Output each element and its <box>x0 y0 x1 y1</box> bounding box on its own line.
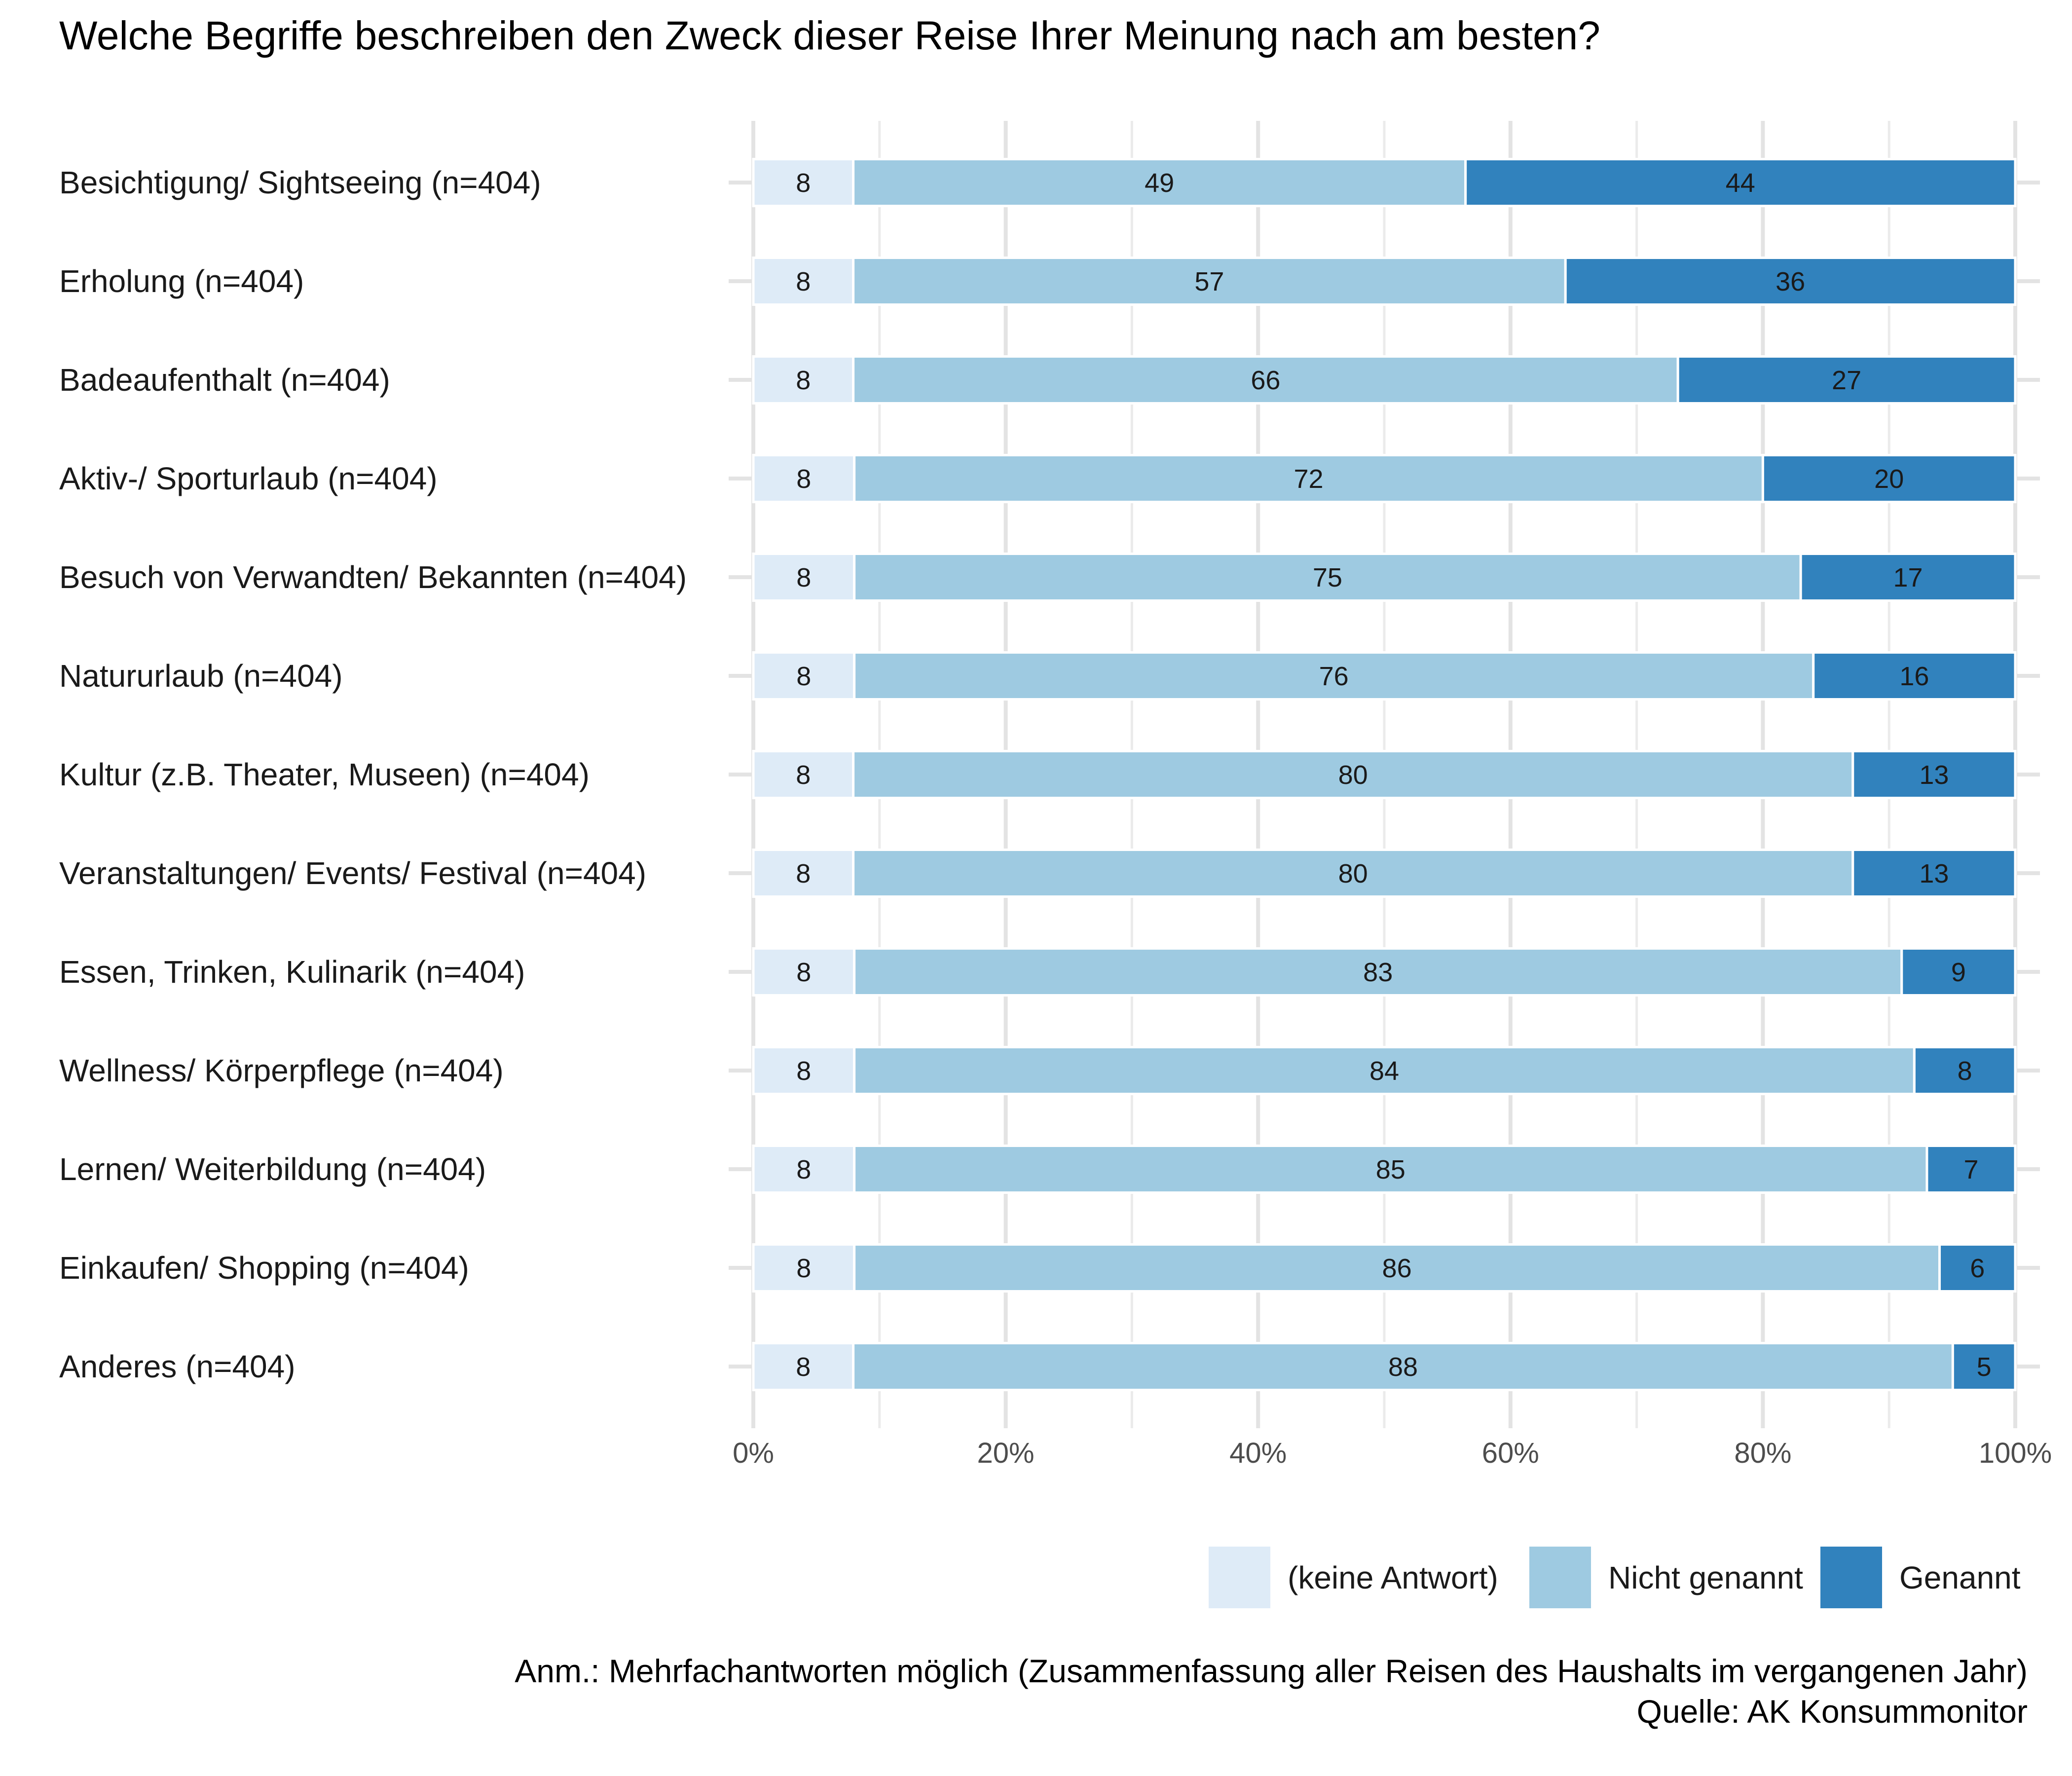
legend-label: (keine Antwort) <box>1288 1560 1498 1595</box>
category-label: Veranstaltungen/ Events/ Festival (n=404… <box>59 855 646 891</box>
category-labels: Besichtigung/ Sightseeing (n=404) Erholun… <box>59 165 687 1384</box>
bar-value-label: 83 <box>1363 958 1393 987</box>
bar-value-label: 8 <box>1958 1056 1972 1086</box>
bar-value-label: 57 <box>1194 267 1224 296</box>
bar-segment <box>853 947 1903 997</box>
bar-segment <box>752 454 856 503</box>
category-label: Anderes (n=404) <box>59 1349 296 1384</box>
bar-segment <box>752 1243 856 1293</box>
bar-segment <box>1564 257 2017 306</box>
category-label: Essen, Trinken, Kulinarik (n=404) <box>59 954 525 990</box>
x-tick-label: 20% <box>977 1437 1035 1469</box>
bar-segment <box>1851 750 2017 799</box>
bar-value-label: 49 <box>1145 168 1174 198</box>
bar-value-label: 84 <box>1369 1056 1399 1086</box>
bars-group: 8 49 448 57 368 66 278 72 208 75 178 76 168 80 138 80 13… <box>752 158 2017 1391</box>
legend-label: Genannt <box>1899 1560 2021 1595</box>
bar-value-label: 8 <box>796 1254 811 1283</box>
bar-value-label: 86 <box>1382 1254 1412 1283</box>
bar-segment <box>1676 355 2017 405</box>
note-text: Anm.: Mehrfachantworten möglich (Zusamme… <box>515 1653 2028 1689</box>
bar-segment <box>752 257 855 306</box>
source-text: Quelle: AK Konsummonitor <box>1637 1693 2028 1730</box>
bar-value-label: 8 <box>796 563 811 592</box>
legend-swatch <box>1820 1547 1882 1608</box>
bar-segment <box>852 257 1567 306</box>
x-axis-ticks: 0% 20% 40% 60% 80% 100% <box>733 1437 2052 1469</box>
x-tick-label: 0% <box>733 1437 774 1469</box>
bar-segment <box>1464 158 2017 207</box>
bar-segment <box>853 553 1802 602</box>
x-tick-label: 100% <box>1979 1437 2052 1469</box>
bar-segment <box>752 1342 855 1391</box>
bar-value-label: 8 <box>796 662 811 691</box>
legend-swatch <box>1209 1547 1270 1608</box>
legend-label: Nicht genannt <box>1608 1560 1803 1595</box>
bar-value-label: 27 <box>1832 366 1861 395</box>
bar-segment <box>752 750 855 799</box>
bar-value-label: 13 <box>1919 859 1949 888</box>
x-tick-label: 80% <box>1734 1437 1791 1469</box>
bar-value-label: 72 <box>1294 464 1323 494</box>
category-label: Erholung (n=404) <box>59 263 304 299</box>
bar-value-label: 36 <box>1776 267 1805 296</box>
bar-value-label: 8 <box>796 366 811 395</box>
bar-segment <box>852 355 1679 405</box>
bar-value-label: 8 <box>796 464 811 494</box>
bar-segment <box>852 750 1854 799</box>
x-tick-label: 40% <box>1229 1437 1287 1469</box>
legend: (keine Antwort) Nicht genannt Genannt <box>1209 1547 2021 1608</box>
legend-swatch <box>1529 1547 1591 1608</box>
bar-value-label: 75 <box>1313 563 1342 592</box>
bar-value-label: 8 <box>796 267 811 296</box>
category-label: Besuch von Verwandten/ Bekannten (n=404) <box>59 559 687 595</box>
bar-value-label: 66 <box>1251 366 1280 395</box>
bar-segment <box>1913 1046 2017 1095</box>
bar-value-label: 80 <box>1338 859 1368 888</box>
bar-segment <box>1900 947 2017 997</box>
bar-segment <box>853 1145 1928 1194</box>
bar-value-label: 9 <box>1951 958 1966 987</box>
category-label: Aktiv-/ Sporturlaub (n=404) <box>59 461 438 496</box>
category-label: Besichtigung/ Sightseeing (n=404) <box>59 165 541 200</box>
category-label: Lernen/ Weiterbildung (n=404) <box>59 1151 486 1187</box>
bar-value-label: 8 <box>796 1155 811 1184</box>
bar-value-label: 5 <box>1977 1352 1992 1382</box>
category-label: Wellness/ Körperpflege (n=404) <box>59 1053 504 1088</box>
category-label: Badeaufenthalt (n=404) <box>59 362 390 398</box>
bar-segment <box>852 849 1854 898</box>
bar-segment <box>1851 849 2017 898</box>
bar-value-label: 6 <box>1970 1254 1985 1283</box>
bar-segment <box>752 947 856 997</box>
bar-value-label: 8 <box>796 958 811 987</box>
x-tick-label: 60% <box>1482 1437 1539 1469</box>
bar-value-label: 88 <box>1388 1352 1418 1382</box>
bar-value-label: 7 <box>1963 1155 1978 1184</box>
bar-value-label: 13 <box>1919 760 1949 790</box>
bar-value-label: 85 <box>1376 1155 1406 1184</box>
bar-segment <box>1761 454 2017 503</box>
bar-value-label: 16 <box>1899 662 1929 691</box>
bar-value-label: 76 <box>1319 662 1349 691</box>
bar-value-label: 8 <box>796 760 811 790</box>
bar-segment <box>1799 553 2017 602</box>
bar-value-label: 8 <box>796 859 811 888</box>
bar-value-label: 8 <box>796 168 811 198</box>
bar-value-label: 8 <box>796 1056 811 1086</box>
bar-value-label: 44 <box>1726 168 1755 198</box>
category-label: Natururlaub (n=404) <box>59 658 343 694</box>
category-label: Kultur (z.B. Theater, Museen) (n=404) <box>59 757 590 792</box>
bar-value-label: 17 <box>1893 563 1923 592</box>
bar-value-label: 20 <box>1874 464 1904 494</box>
bar-segment <box>853 454 1764 503</box>
bar-segment <box>1925 1145 2017 1194</box>
bar-value-label: 8 <box>796 1352 811 1382</box>
chart-title: Welche Begriffe beschreiben den Zweck di… <box>59 13 1600 58</box>
bar-segment <box>1938 1243 2017 1293</box>
bar-segment <box>1951 1342 2017 1391</box>
category-label: Einkaufen/ Shopping (n=404) <box>59 1250 469 1286</box>
bar-segment <box>1812 651 2017 701</box>
bar-value-label: 80 <box>1338 760 1368 790</box>
